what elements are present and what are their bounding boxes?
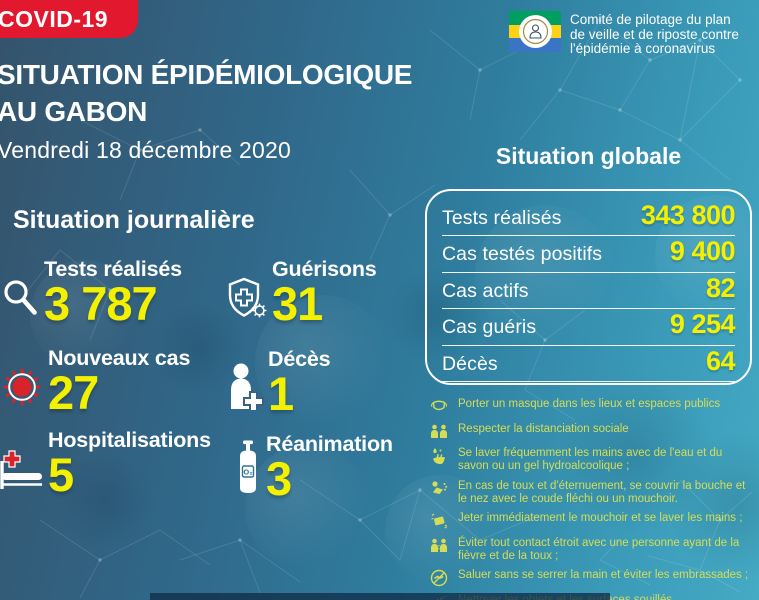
hospital-bed-icon — [0, 450, 42, 490]
stat-nouveaux-cas: Nouveaux cas 27 — [0, 346, 191, 419]
no-handshake-icon — [430, 569, 448, 587]
row-label: Cas testés positifs — [442, 243, 603, 266]
table-row: Cas guéris 9 254 — [442, 309, 736, 346]
page-title-line2: AU GABON — [0, 96, 148, 127]
stat-label: Décès — [268, 347, 331, 371]
stat-value: 5 — [48, 448, 74, 501]
hand-wash-icon — [433, 448, 445, 465]
stat-value: 3 — [266, 452, 292, 505]
stat-label: Tests réalisés — [44, 257, 182, 281]
row-label: Tests réalisés — [442, 207, 562, 229]
oxygen-tank-icon: O₂ — [240, 440, 256, 494]
list-item: Se laver fréquemment les mains avec de l… — [430, 447, 754, 473]
list-item: En cas de toux et d'éternuement, se couv… — [430, 480, 754, 506]
emblem-crest-icon — [522, 18, 548, 45]
global-section-heading: Situation globale — [495, 143, 682, 169]
sneeze-elbow-icon — [432, 480, 448, 494]
list-item: Saluer sans se serrer la main et éviter … — [430, 569, 754, 587]
stat-reanimation: O₂ Réanimation 3 — [234, 432, 393, 505]
global-situation-table: Tests réalisés 343 800 Cas testés positi… — [425, 189, 752, 385]
stat-value: 1 — [268, 367, 294, 420]
recommendation-text: En cas de toux et d'éternuement, se couv… — [458, 479, 746, 505]
svg-text:O₂: O₂ — [243, 468, 252, 477]
org-name: Comité de pilotage du plan de veille et … — [570, 11, 739, 57]
gabon-flag-logo — [509, 11, 561, 52]
person-cross-icon — [231, 363, 264, 411]
row-value: 82 — [705, 272, 736, 303]
list-item: Respecter la distanciation sociale — [430, 423, 754, 441]
covid19-banner: COVID-19 — [0, 0, 138, 38]
mask-icon — [431, 400, 447, 411]
recommendation-text: Se laver fréquemment les mains avec de l… — [458, 447, 723, 472]
table-row: Cas actifs 82 — [442, 272, 736, 310]
list-item: Jeter immédiatement le mouchoir et se la… — [430, 512, 754, 530]
recommendation-text: Respecter la distanciation sociale — [458, 422, 629, 435]
row-value: 343 800 — [640, 200, 736, 230]
stat-label: Guérisons — [272, 257, 377, 281]
row-value: 9 400 — [669, 236, 736, 267]
recommendation-text: Éviter tout contact étroit avec une pers… — [458, 536, 740, 562]
virus-icon — [3, 368, 41, 406]
avoid-contact-icon — [431, 538, 447, 552]
recommendation-text: Porter un masque dans les lieux et espac… — [458, 398, 721, 410]
stat-label: Hospitalisations — [48, 428, 211, 452]
page-title-line1: SITUATION ÉPIDÉMIOLOGIQUE — [0, 59, 413, 90]
health-recommendations-list: Porter un masque dans les lieux et espac… — [430, 398, 754, 600]
stat-hospitalisations: Hospitalisations 5 — [0, 428, 211, 501]
org-header: Comité de pilotage du plan de veille et … — [509, 11, 739, 57]
covid19-banner-label: COVID-19 — [0, 5, 109, 32]
magnifier-icon — [4, 280, 37, 316]
row-value: 9 254 — [669, 309, 736, 340]
list-item: Porter un masque dans les lieux et espac… — [430, 398, 754, 416]
stat-value: 31 — [272, 277, 323, 330]
stat-tests-realises: Tests réalisés 3 787 — [2, 257, 182, 330]
recommendation-text: Saluer sans se serrer la main et éviter … — [458, 569, 749, 581]
stat-deces: Décès 1 — [228, 347, 331, 420]
stat-value: 3 787 — [44, 277, 158, 330]
stat-guerisons: Guérisons 31 — [226, 257, 377, 330]
social-distancing-icon — [431, 424, 447, 438]
list-item: Éviter tout contact étroit avec une pers… — [430, 537, 754, 563]
table-row: Cas testés positifs 9 400 — [442, 236, 736, 273]
stat-value: 27 — [48, 366, 99, 419]
table-row: Décès 64 — [442, 345, 736, 382]
daily-section-heading: Situation journalière — [13, 206, 255, 234]
row-label: Décès — [442, 352, 498, 375]
stat-label: Nouveaux cas — [48, 346, 191, 370]
report-date: Vendredi 18 décembre 2020 — [0, 137, 291, 163]
shield-cross-icon — [228, 277, 267, 318]
table-row: Tests réalisés 343 800 — [442, 200, 736, 237]
throw-tissue-icon — [431, 513, 448, 529]
row-label: Cas guéris — [442, 316, 537, 339]
row-value: 64 — [705, 345, 736, 376]
row-label: Cas actifs — [442, 279, 529, 302]
org-name-line3: l'épidémie à coronavirus — [570, 41, 716, 57]
footer-bar — [150, 593, 610, 600]
recommendation-text: Jeter immédiatement le mouchoir et se la… — [458, 512, 743, 524]
page-title: SITUATION ÉPIDÉMIOLOGIQUE AU GABON Vendr… — [0, 56, 412, 164]
org-name-line2: de veille et de riposte contre — [570, 26, 739, 42]
stat-label: Réanimation — [266, 432, 393, 456]
gabon-emblem — [518, 15, 552, 48]
org-name-line1: Comité de pilotage du plan — [570, 12, 731, 27]
